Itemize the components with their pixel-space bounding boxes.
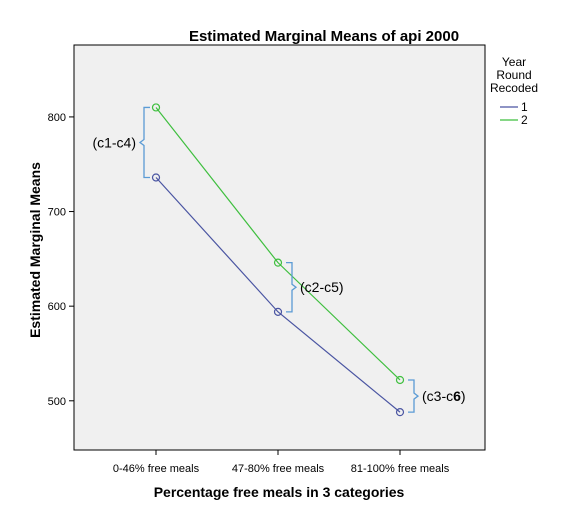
- x-axis: 0-46% free meals 47-80% free meals 81-100%…: [113, 450, 450, 475]
- legend-label-1: 1: [521, 100, 528, 114]
- annotation-text-bold: 6: [453, 388, 461, 404]
- data-point: [273, 307, 283, 316]
- plot-area: [73, 44, 486, 451]
- annotation-bracket: [286, 261, 298, 313]
- annotation-label: (c1-c4): [92, 134, 136, 150]
- annotation-layer: (c1-c4) (c2-c5) (c3-c6): [92, 106, 466, 413]
- series-layer: [151, 103, 405, 417]
- x-tick-label: 81-100% free meals: [351, 463, 450, 475]
- chart-title: Estimated Marginal Means of api 2000: [189, 28, 459, 45]
- y-tick-label: 700: [48, 207, 66, 219]
- annotation-text: (c3-c: [422, 388, 453, 404]
- series-line-1: [155, 177, 401, 413]
- data-point: [151, 103, 161, 112]
- data-point: [395, 375, 405, 385]
- data-point: [395, 408, 405, 417]
- annotation-bracket: [408, 379, 420, 413]
- y-tick-label: 500: [48, 396, 66, 408]
- legend-label-2: 2: [521, 113, 528, 127]
- y-tick-label: 600: [48, 301, 66, 313]
- legend: Year Round Recoded 12: [490, 55, 538, 127]
- data-point: [151, 173, 161, 182]
- y-axis-title: Estimated Marginal Means: [27, 162, 43, 338]
- legend-title-line-2: Round: [496, 68, 531, 82]
- y-tick-label: 800: [48, 112, 66, 124]
- annotation-bracket: [138, 106, 150, 179]
- annotation-text-suffix: ): [461, 388, 466, 404]
- x-tick-label: 47-80% free meals: [232, 463, 325, 475]
- x-axis-title: Percentage free meals in 3 categories: [154, 484, 405, 500]
- annotation-label: (c2-c5): [300, 279, 344, 295]
- y-axis: 500 600 700 800: [48, 112, 74, 408]
- legend-title-line-1: Year: [502, 55, 526, 69]
- annotation-label: (c3-c6): [422, 388, 466, 404]
- x-tick-label: 0-46% free meals: [113, 463, 200, 475]
- legend-title-line-3: Recoded: [490, 81, 538, 95]
- annotation-text: (c1-c4): [92, 134, 136, 150]
- data-point: [273, 258, 283, 267]
- annotation-text: (c2-c5): [300, 279, 344, 295]
- series-line-2: [155, 107, 401, 381]
